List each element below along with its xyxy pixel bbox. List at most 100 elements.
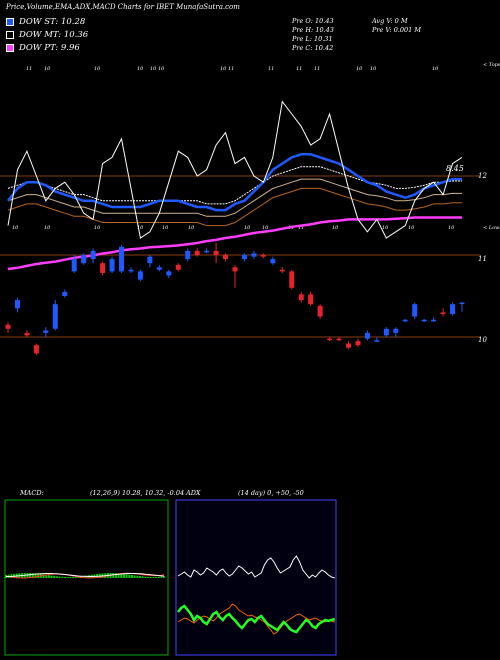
candle-body <box>166 271 172 276</box>
bottom-date-label: 10 <box>448 225 455 231</box>
stat-vol: Pre V: 0.001 M <box>372 26 422 34</box>
candle-body <box>14 300 20 309</box>
candle-body <box>137 271 143 280</box>
bottom-date-label: 11 <box>298 225 304 231</box>
bottom-date-label: 10 <box>162 225 169 231</box>
bottom-date-label: 10 <box>244 225 251 231</box>
bottom-date-label: 10 <box>262 225 269 231</box>
candle-body <box>317 305 323 317</box>
legend-label-pt: DOW PT: 9.96 <box>19 43 80 53</box>
legend-dow-pt: DOW PT: 9.96 <box>6 43 80 53</box>
candle-body <box>194 250 200 255</box>
label-10: 10 <box>478 336 487 344</box>
label-12: 12 <box>478 172 487 180</box>
candle-body <box>223 255 229 260</box>
stat-open: Pre O: 10.43 <box>292 17 334 25</box>
bottom-date-label: 10 <box>12 225 19 231</box>
legend-swatch-pt <box>6 44 14 52</box>
candle-body <box>327 338 333 341</box>
candle-body <box>355 341 361 346</box>
candle-body <box>346 343 351 348</box>
top-date-label: 10 <box>220 66 227 72</box>
adx-minus-di-line <box>177 603 335 635</box>
candle-body <box>374 340 380 342</box>
adx-plus-di-line <box>177 604 336 634</box>
bottom-date-label: 10 <box>137 225 144 231</box>
candle-body <box>33 345 39 354</box>
candle-body <box>308 294 314 305</box>
candle-body <box>52 304 58 329</box>
candle-body <box>289 271 295 288</box>
candle-body <box>383 328 389 336</box>
stat-close: Pre C: 10.42 <box>292 44 334 52</box>
candle-body <box>260 255 266 257</box>
top-date-label: 11 <box>296 66 302 72</box>
top-date-label: 10 <box>158 66 165 72</box>
stat-low: Pre L: 10.31 <box>292 35 333 43</box>
label-8-45: 8.45 <box>446 164 464 173</box>
adx-panel <box>175 499 337 656</box>
bottom-date-label: 10 <box>382 225 389 231</box>
stat-high: Pre H: 10.43 <box>292 26 334 34</box>
macd-line <box>5 572 165 579</box>
candle-body <box>185 250 191 260</box>
top-date-label: 10 <box>94 66 101 72</box>
legend-label-st: DOW ST: 10.28 <box>19 17 86 27</box>
candle-body <box>128 269 134 272</box>
candle-body <box>71 259 77 272</box>
dow-st-line <box>7 153 462 212</box>
candle-body <box>364 332 370 339</box>
dow-mt-line <box>7 166 462 205</box>
candle-body <box>450 304 456 315</box>
candle-body <box>459 302 465 305</box>
candle-body <box>393 328 399 333</box>
candle-body <box>251 253 257 257</box>
bottom-date-label: 10 <box>332 225 339 231</box>
candle-body <box>270 259 276 264</box>
candle-body <box>90 250 96 260</box>
candle-body <box>412 304 418 317</box>
candle-body <box>431 319 437 322</box>
macd-title: MACD: <box>20 489 44 497</box>
legend-swatch-mt <box>6 31 14 39</box>
legend-label-mt: DOW MT: 10.36 <box>19 30 89 40</box>
chart-title: Price,Volume,EMA,ADX,MACD Charts for IBE… <box>6 3 240 11</box>
adx-title: ADX <box>186 489 201 497</box>
candle-body <box>175 264 181 270</box>
candle-body <box>298 294 304 301</box>
candle-body <box>279 269 285 272</box>
legend-dow-st: DOW ST: 10.28 <box>6 17 85 27</box>
candle-body <box>43 330 49 333</box>
ema-long-line <box>7 187 462 227</box>
label-tops: < Tops <box>483 62 500 68</box>
candle-body <box>100 263 106 274</box>
label-11: 11 <box>478 255 487 263</box>
candle-body <box>81 255 87 264</box>
bottom-date-label: 10 <box>188 225 195 231</box>
bottom-date-label: 10 <box>44 225 51 231</box>
candle-body <box>156 267 162 270</box>
candle-body <box>119 246 124 272</box>
top-date-label: 10 <box>432 66 439 72</box>
candle-body <box>62 291 68 296</box>
top-date-label: 10 <box>150 66 157 72</box>
top-date-label: 10 <box>137 66 144 72</box>
top-date-label: 10 <box>370 66 377 72</box>
candle-body <box>421 319 427 322</box>
legend-dow-mt: DOW MT: 10.36 <box>6 30 88 40</box>
adx-line <box>177 555 335 579</box>
candle-body <box>5 324 11 329</box>
macd-panel <box>4 499 169 656</box>
bottom-date-label: 10 <box>94 225 101 231</box>
bottom-date-label: 10 <box>408 225 415 231</box>
top-date-label: 10 <box>356 66 363 72</box>
candle-body <box>232 267 238 272</box>
top-date-label: 11 <box>314 66 320 72</box>
legend-swatch-st <box>6 18 14 26</box>
adx-params: (14 day) 0, +50, -50 <box>238 489 304 497</box>
candle-body <box>402 319 408 322</box>
macd-params: (12,26,9) 10.28, 10.32, -0.04 <box>90 489 185 497</box>
candle-body <box>147 256 153 264</box>
candle-body <box>336 338 342 341</box>
candle-body <box>241 255 247 260</box>
